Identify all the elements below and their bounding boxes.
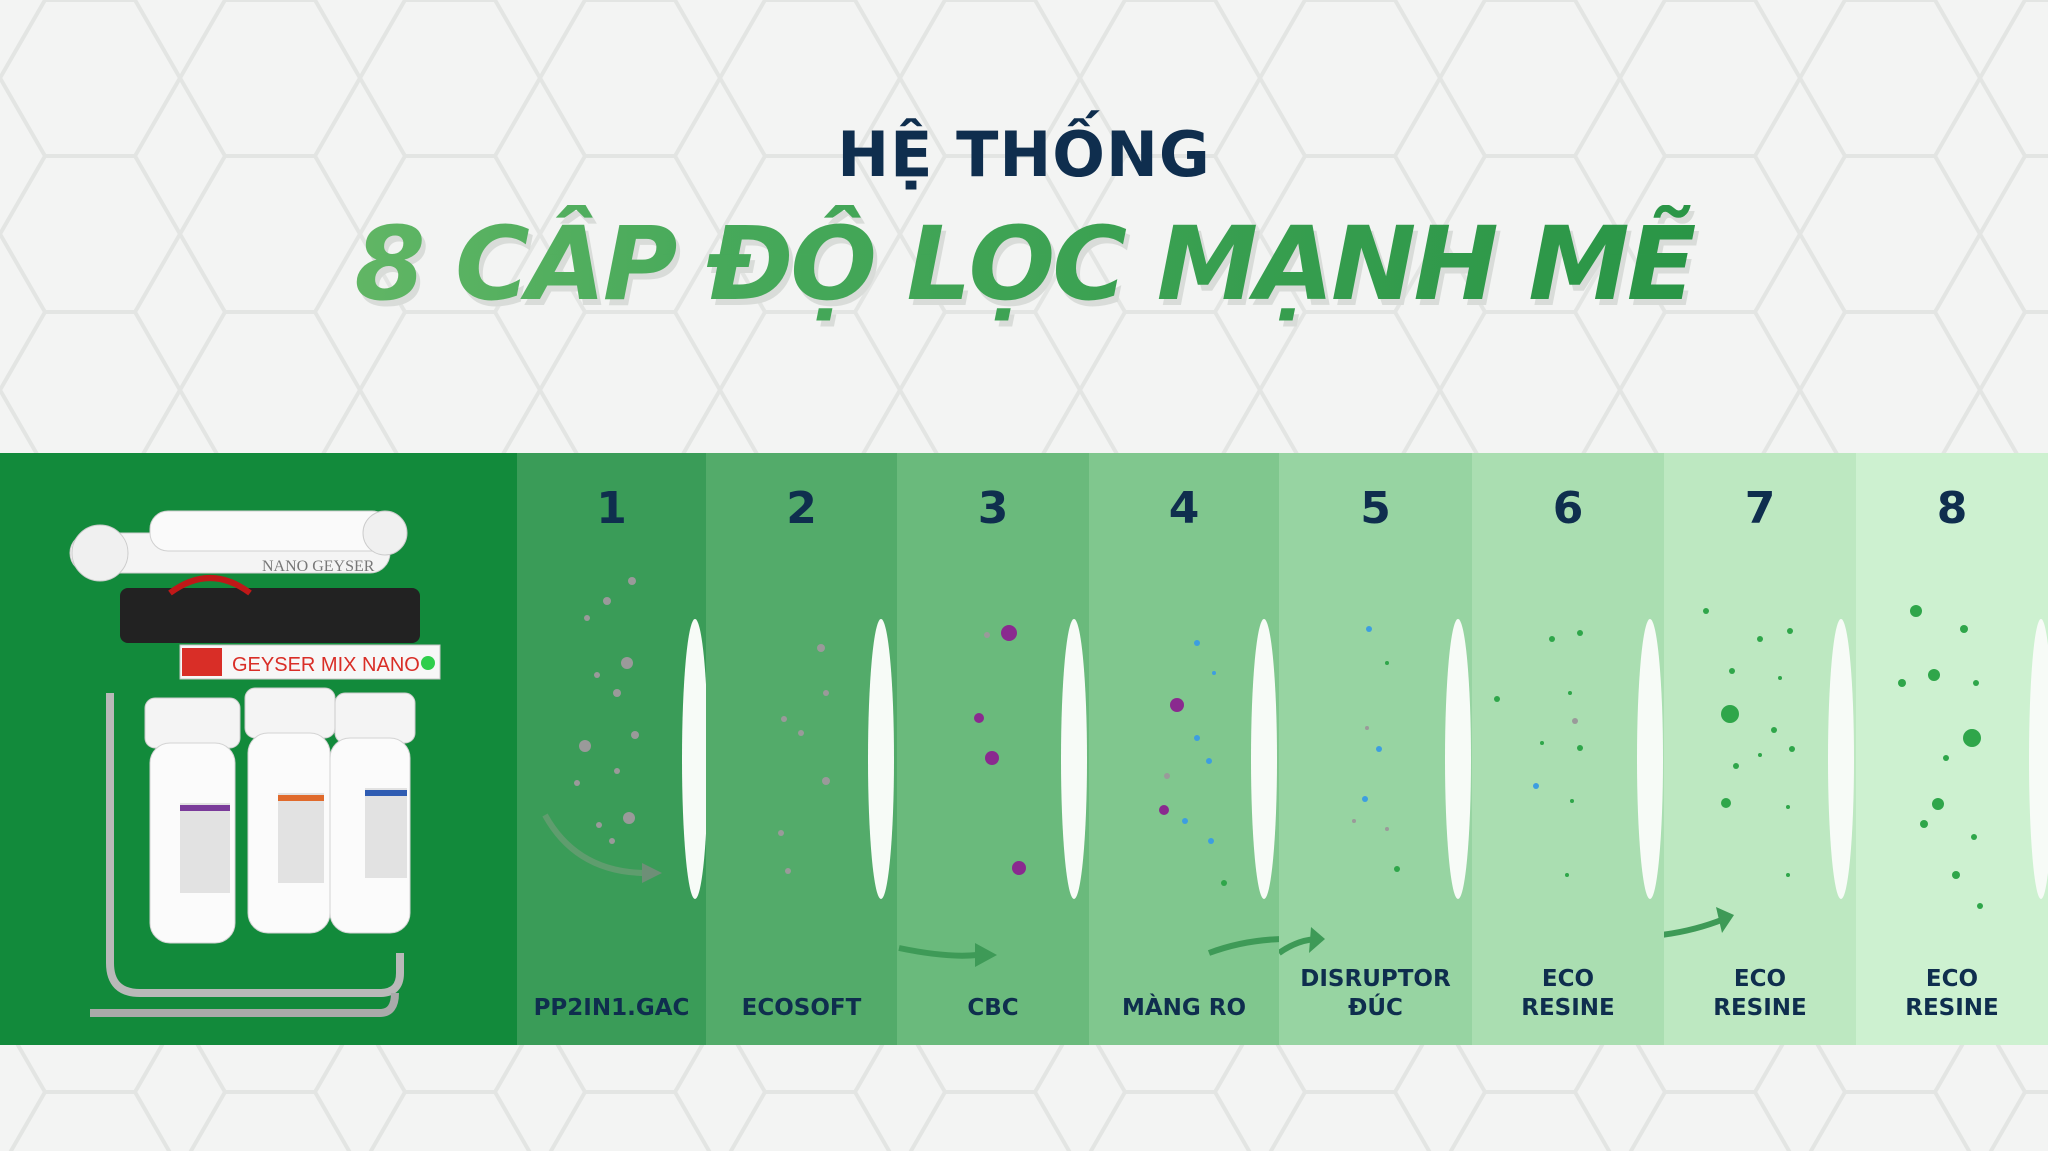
filter-membrane-icon	[2029, 619, 2048, 899]
stage-label-line-1: PP2IN1.GAC	[533, 995, 690, 1021]
stage-7-illustration	[1664, 608, 1854, 938]
stage-5-illustration	[1279, 619, 1471, 956]
heading-line-2: 8 CẤP ĐỘ LỌC MẠNH MẼ	[0, 205, 2048, 324]
stage-number: 4	[1168, 483, 1200, 534]
filter-membrane-icon	[1061, 619, 1087, 899]
stage-label-line-1: ECO	[1733, 966, 1787, 992]
filter-stage-3: 3 CBC	[897, 453, 1089, 1045]
filter-stage-5: 5 DISRUPTOR ĐÚC	[1279, 453, 1472, 1045]
stage-label-line-1: ECO	[1925, 966, 1979, 992]
filter-membrane-icon	[1445, 619, 1471, 899]
stage-number: 8	[1936, 483, 1968, 534]
stage-label-line-2: RESINE	[1905, 995, 1999, 1021]
stage-number: 2	[786, 483, 817, 534]
filter-membrane-icon	[682, 619, 706, 899]
stage-label-line-2: RESINE	[1713, 995, 1807, 1021]
filter-stage-1: 1 PP2IN1.GAC	[517, 453, 706, 1045]
stage-label: ECO RESINE	[1472, 965, 1664, 1023]
stage-label: DISRUPTOR ĐÚC	[1279, 965, 1472, 1023]
filter-stage-7: 7 ECO RESINE	[1664, 453, 1856, 1045]
filter-stage-2: 2 ECOSOFT	[706, 453, 897, 1045]
stage-1-illustration	[542, 577, 706, 899]
stage-label-line-1: MÀNG RO	[1121, 995, 1247, 1021]
stage-label-line-1: ECO	[1541, 966, 1595, 992]
stage-4-illustration	[1159, 619, 1279, 956]
stage-label: CBC	[897, 994, 1089, 1023]
stage-3-illustration	[898, 619, 1087, 967]
top-label: NANO GEYSER	[262, 558, 375, 575]
stage-number: 1	[596, 483, 627, 534]
stage-label: MÀNG RO	[1089, 994, 1279, 1023]
stage-number: 5	[1360, 483, 1391, 534]
stage-8-illustration	[1898, 605, 2048, 909]
heading-line-1: HỆ THỐNG	[837, 118, 1211, 191]
stage-6-illustration	[1494, 619, 1663, 899]
filter-stage-6: 6 ECO RESINE	[1472, 453, 1664, 1045]
stage-label: ECOSOFT	[706, 994, 897, 1023]
brand-label: GEYSER MIX NANO	[232, 654, 420, 676]
filter-stage-4: 4 MÀNG RO	[1089, 453, 1279, 1045]
stage-label-line-1: DISRUPTOR	[1300, 966, 1451, 992]
filter-membrane-icon	[1637, 619, 1663, 899]
stage-label: ECO RESINE	[1856, 965, 2048, 1023]
water-purifier-image: GEYSER MIX NANO NANO GEYSER	[69, 510, 441, 1017]
stage-label-line-1: CBC	[967, 995, 1019, 1021]
stage-label-line-1: ECOSOFT	[741, 995, 862, 1021]
filtration-band: GEYSER MIX NANO NANO GEYSER	[0, 453, 2048, 1045]
stage-label: PP2IN1.GAC	[517, 994, 706, 1023]
stage-label-line-2: RESINE	[1521, 995, 1615, 1021]
filter-membrane-icon	[1828, 619, 1854, 899]
stage-label-line-2: ĐÚC	[1348, 995, 1403, 1021]
product-panel: GEYSER MIX NANO NANO GEYSER	[0, 453, 517, 1045]
stage-number: 3	[977, 483, 1009, 534]
stage-number: 7	[1744, 483, 1776, 534]
stage-2-illustration	[778, 619, 894, 899]
filter-membrane-icon	[868, 619, 894, 899]
stage-number: 6	[1552, 483, 1584, 534]
filter-stage-8: 8 ECO RESINE	[1856, 453, 2048, 1045]
filter-membrane-icon	[1251, 619, 1277, 899]
stage-label: ECO RESINE	[1664, 965, 1856, 1023]
